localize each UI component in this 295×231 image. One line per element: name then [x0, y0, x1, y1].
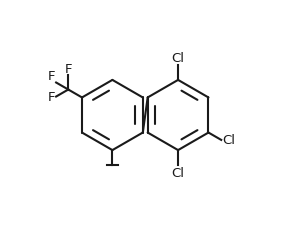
Text: F: F [48, 91, 55, 103]
Text: Cl: Cl [172, 52, 185, 65]
Text: Cl: Cl [222, 134, 235, 147]
Text: F: F [47, 70, 55, 82]
Text: F: F [65, 63, 72, 76]
Text: Cl: Cl [172, 166, 185, 179]
